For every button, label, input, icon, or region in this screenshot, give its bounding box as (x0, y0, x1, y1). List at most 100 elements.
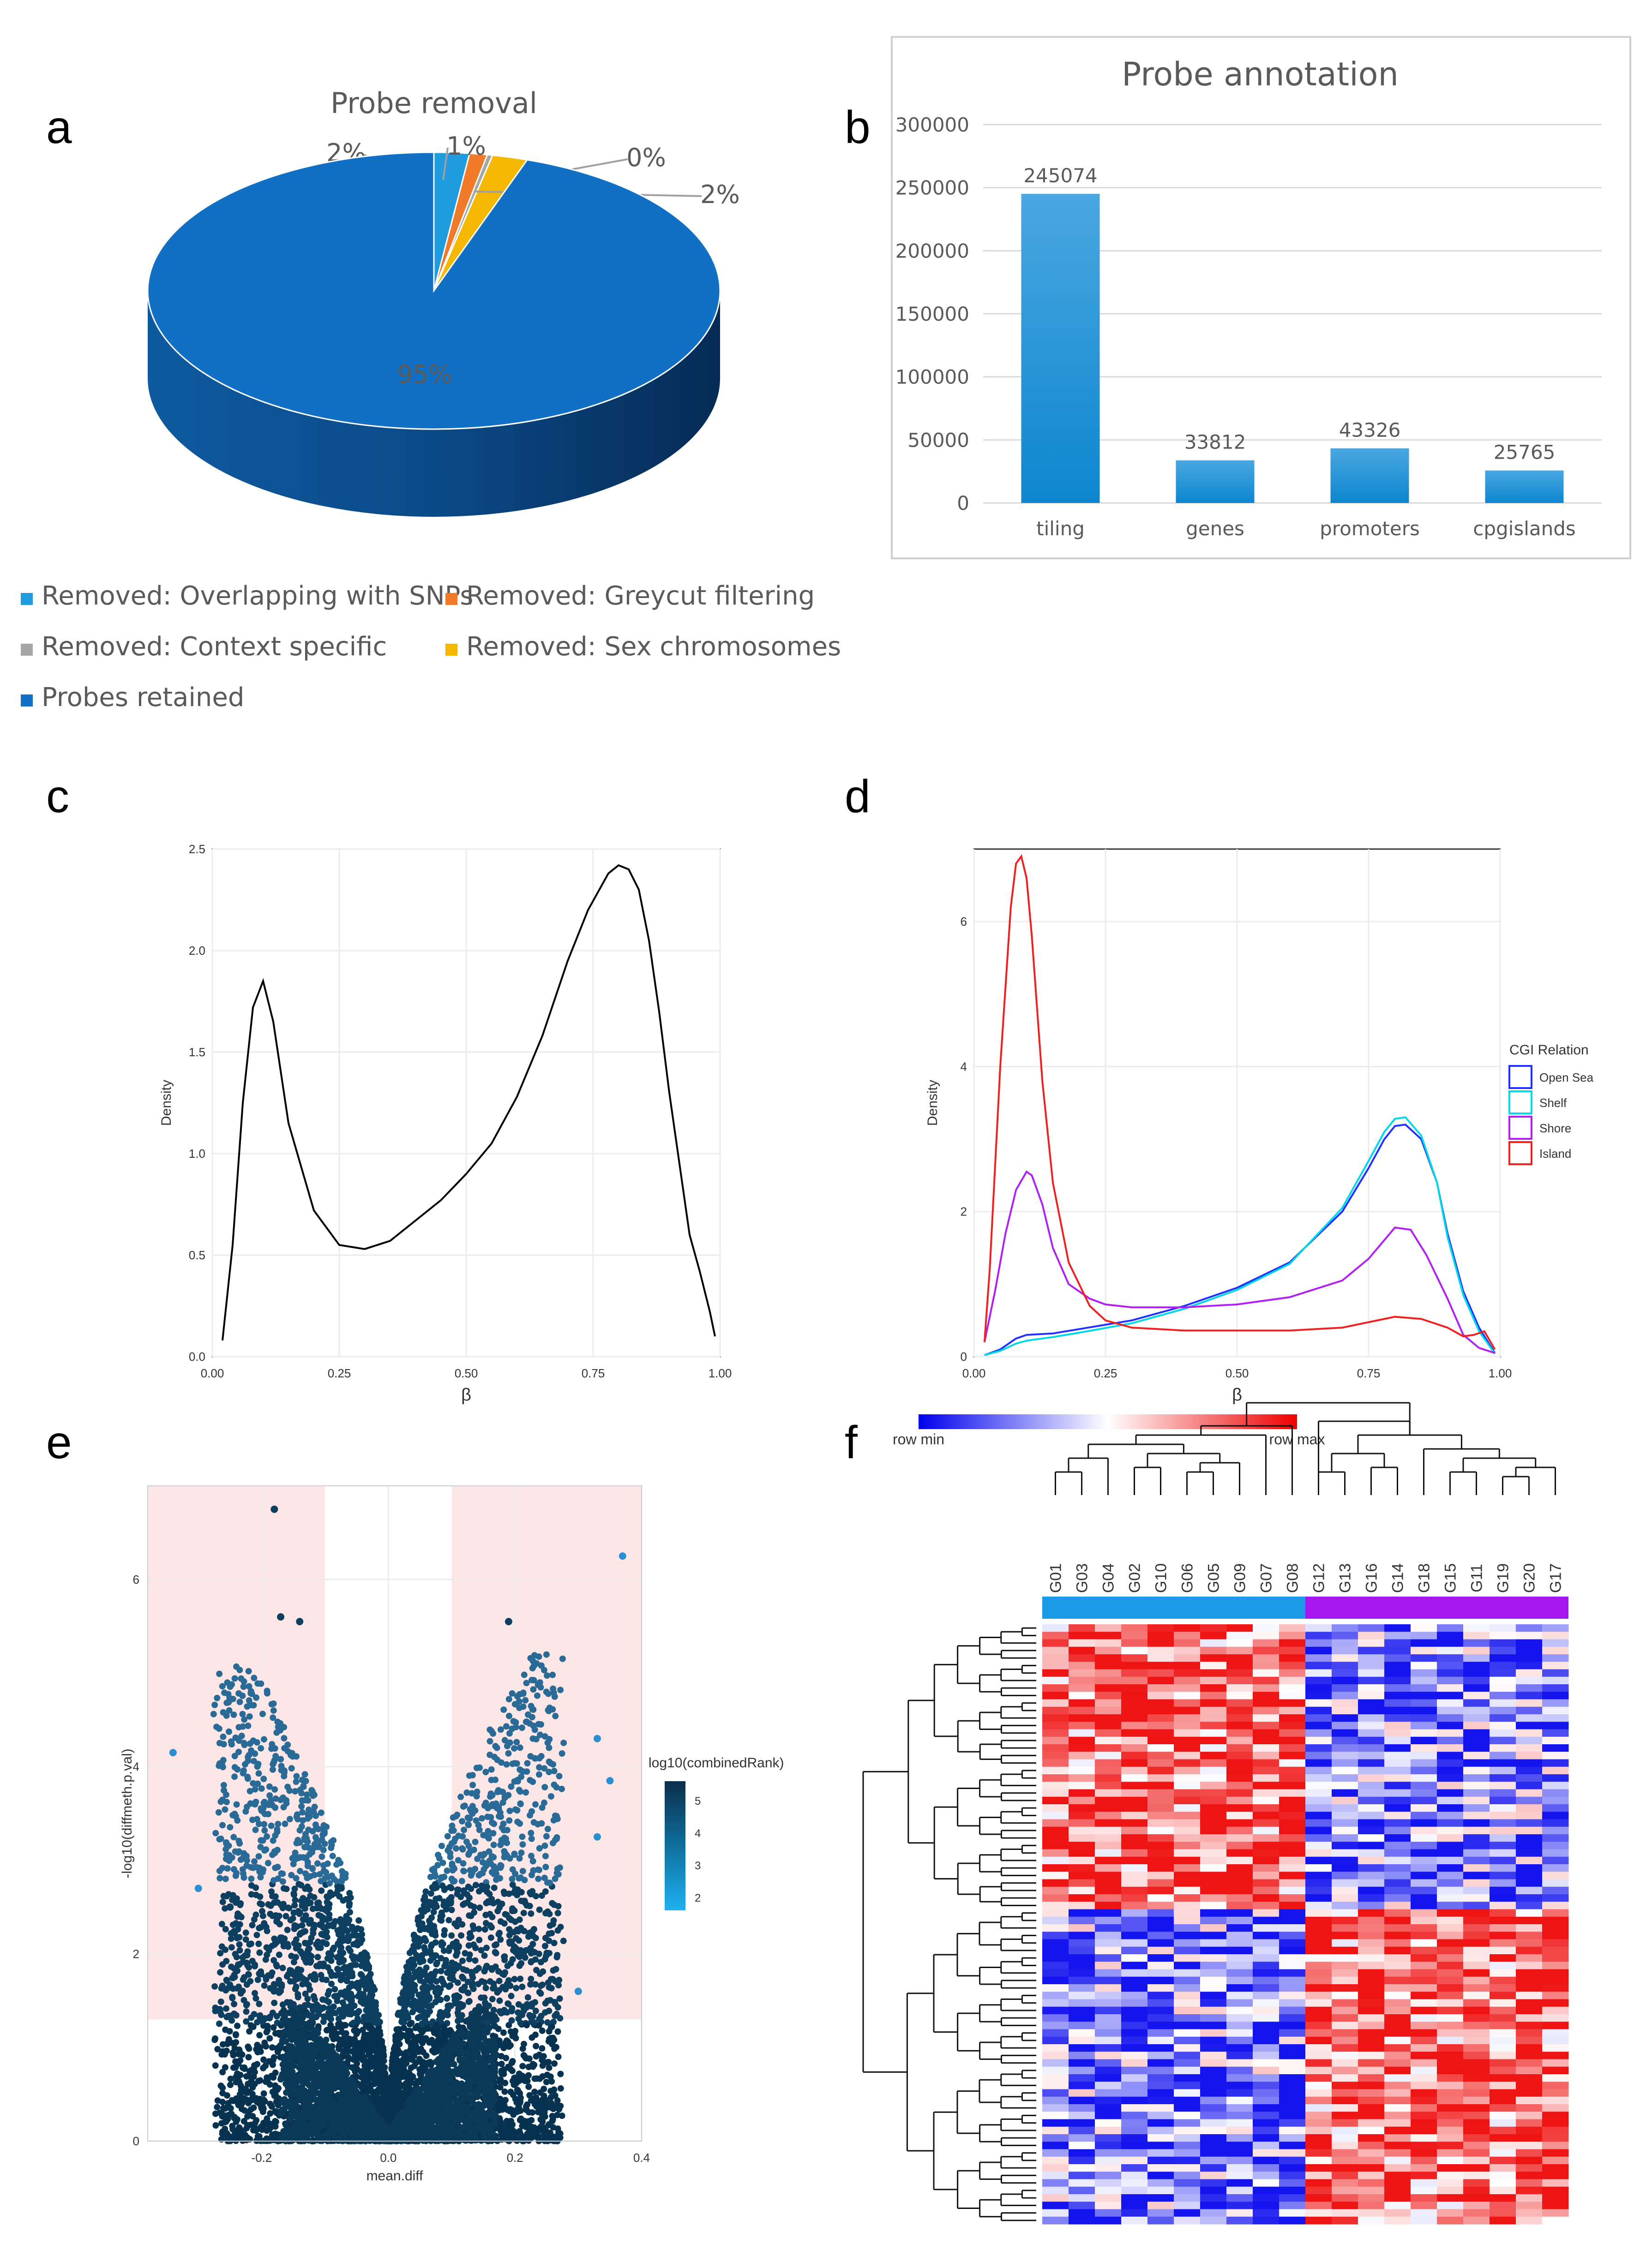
legend-label: Island (1539, 1147, 1571, 1161)
column-label: G13 (1337, 1563, 1354, 1593)
group-annotation-bar (1305, 1597, 1568, 1619)
panel-label-d: d (845, 771, 871, 822)
x-axis-label: β (461, 1385, 471, 1405)
y-tick-label: 2 (961, 1205, 967, 1219)
panel-label-c: c (46, 771, 69, 822)
colorbar-tick-label: 2 (695, 1892, 701, 1904)
y-tick-label: 50000 (907, 429, 969, 451)
y-tick-label: 6 (133, 1573, 139, 1586)
outlier-point (194, 1885, 202, 1892)
colorbar-tick-label: 5 (695, 1795, 701, 1807)
column-dendrogram (1055, 1402, 1556, 1495)
x-tick-label: -0.2 (252, 2151, 272, 2165)
column-label: G01 (1047, 1563, 1065, 1593)
group-annotation-bar (1042, 1597, 1305, 1619)
pie-slice (147, 151, 721, 430)
density-line-island (983, 854, 1496, 1350)
y-axis-label: Density (925, 1080, 940, 1126)
column-label: G18 (1416, 1563, 1433, 1593)
heatmap-cells (1042, 1624, 1569, 2225)
y-tick-label: 1.5 (189, 1045, 205, 1059)
panel-label-a: a (46, 102, 72, 153)
x-tick-label: 1.00 (1489, 1366, 1512, 1380)
column-label: G12 (1310, 1563, 1328, 1593)
x-tick-label: 0.00 (962, 1366, 986, 1380)
bar-value-label: 25765 (1494, 441, 1556, 464)
column-label: G11 (1468, 1564, 1486, 1592)
density-line-shore (983, 1170, 1496, 1354)
plot-panel-border (147, 1485, 642, 2142)
legend-swatch (445, 593, 457, 605)
column-label: G02 (1126, 1563, 1144, 1593)
y-tick-label: 0.0 (189, 1350, 205, 1364)
column-label: G07 (1258, 1563, 1275, 1593)
x-tick-label: 0.25 (1094, 1366, 1117, 1380)
legend-title: CGI Relation (1509, 1042, 1589, 1058)
outlier-point (574, 1987, 582, 1995)
legend-label: Open Sea (1539, 1071, 1594, 1084)
scale-min-label: row min (893, 1431, 944, 1448)
heatmap: row min row max G01 G03 G04 G02 G10 G06 G05 G09 G0… (862, 1402, 1569, 2225)
colorbar-tick-label: 3 (695, 1860, 701, 1872)
y-tick-label: 1.0 (189, 1147, 205, 1161)
density-line (222, 864, 716, 1341)
column-label: G16 (1363, 1563, 1381, 1593)
x-category-label: tiling (1036, 517, 1085, 540)
pie-leader-line (442, 147, 449, 180)
outlier-point (270, 1505, 278, 1513)
y-tick-label: 0 (961, 1350, 967, 1364)
y-tick-label: 6 (961, 915, 967, 928)
outlier-point (593, 1833, 601, 1841)
outlier-point (226, 1903, 234, 1911)
y-axis-label: Density (159, 1080, 174, 1126)
bar-chart-title: Probe annotation (1122, 55, 1399, 93)
probe-annotation-bar-chart: Probe annotation 0 50000 100000 150000 200000… (895, 55, 1602, 540)
colorbar-tick-label: 4 (695, 1827, 701, 1840)
bar-value-label: 245074 (1023, 164, 1097, 187)
legend-key (1508, 1065, 1532, 1089)
legend-swatch (445, 644, 457, 656)
y-tick-label: 2.5 (189, 842, 205, 856)
bar (1176, 460, 1255, 503)
x-tick-label: 0.0 (380, 2151, 396, 2165)
panel-label-e: e (46, 1417, 72, 1468)
x-tick-label: 0.4 (633, 2151, 650, 2165)
x-category-label: promoters (1320, 517, 1420, 540)
column-label: G03 (1074, 1563, 1091, 1593)
x-tick-label: 0.50 (455, 1366, 478, 1380)
legend-entry: Probes retained (42, 682, 244, 712)
legend-label: Shelf (1539, 1096, 1567, 1110)
panel-label-b: b (845, 102, 871, 153)
row-dendrogram (862, 1627, 1036, 2221)
column-label: G17 (1547, 1563, 1565, 1593)
x-tick-label: 0.75 (1357, 1366, 1381, 1380)
pie-slice-label: 95% (397, 360, 452, 389)
legend-key (1508, 1090, 1532, 1114)
outlier-point (296, 1618, 304, 1626)
y-tick-label: 0 (957, 492, 969, 515)
volcano-point-cloud (210, 1651, 567, 2144)
bar (1021, 194, 1100, 503)
column-label: G10 (1153, 1563, 1170, 1593)
column-label: G19 (1495, 1563, 1512, 1593)
density-line-shelf (984, 1116, 1496, 1356)
outlier-point (277, 1613, 285, 1621)
x-axis-label: β (1232, 1385, 1242, 1405)
column-label: G05 (1205, 1563, 1223, 1593)
pie-slice-label: 1% (446, 132, 486, 161)
panel-label-f: f (845, 1417, 858, 1468)
y-tick-label: 2 (133, 1947, 139, 1961)
y-tick-label: 0 (133, 2134, 139, 2148)
density-plot-c: 0.00 0.25 0.50 0.75 1.00 0.0 0.5 1.0 1.5 2.0 2.5 β D… (159, 842, 732, 1405)
outlier-point (606, 1777, 614, 1784)
x-tick-label: 0.75 (582, 1366, 605, 1380)
color-scale-bar (919, 1414, 1297, 1429)
legend-label: Shore (1539, 1121, 1571, 1135)
y-tick-label: 100000 (895, 366, 969, 389)
legend-swatch (21, 694, 33, 706)
x-tick-label: 1.00 (709, 1366, 732, 1380)
colorbar-title: log10(combinedRank) (649, 1755, 784, 1771)
pie-side-wall (148, 291, 720, 517)
